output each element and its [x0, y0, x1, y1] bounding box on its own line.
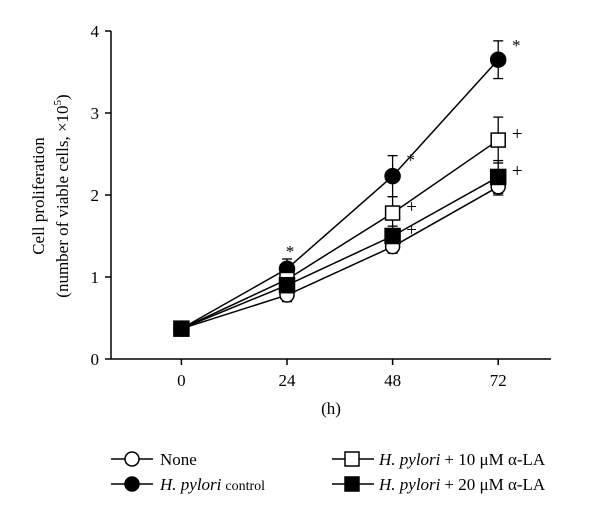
- legend-label-hp-10la: H. pylori + 10 μM α-LA: [378, 450, 546, 469]
- x-tick-label-1: 24: [279, 371, 297, 390]
- legend-label-none: None: [160, 450, 197, 469]
- data-point-hp-control-2: [384, 167, 401, 185]
- legend: None H. pylori control H. pylori + 10 μM α…: [111, 450, 546, 494]
- legend-label-hp-20la-rest: + 20 μM α-LA: [444, 475, 546, 494]
- y-tick-label-2: 2: [91, 186, 100, 205]
- legend-label-hp-20la-italic: H. pylori: [378, 475, 441, 494]
- legend-item-hp-10la: H. pylori + 10 μM α-LA: [332, 450, 546, 469]
- data-point-hp-20la-3: [489, 168, 507, 186]
- y-tick-label-0: 0: [91, 350, 100, 369]
- y-axis-title-line1: Cell proliferation: [29, 137, 48, 255]
- series-line-hp-control: [181, 59, 499, 330]
- axes: 0 1 2 3 4 0 24 48 72: [91, 22, 551, 390]
- annotation-plus-hp-20la-2: +: [406, 220, 417, 241]
- annotation-plus-hp-10la-2: +: [406, 197, 417, 218]
- legend-item-hp-20la: H. pylori + 20 μM α-LA: [332, 475, 546, 494]
- data-point-hp-20la-1: [278, 276, 296, 294]
- legend-item-hp-control: H. pylori control: [111, 475, 265, 494]
- series-line-none: [181, 186, 499, 330]
- data-point-hp-control-3: [489, 51, 507, 68]
- y-tick-label-3: 3: [91, 104, 100, 123]
- legend-label-hp-control: H. pylori control: [159, 475, 265, 494]
- data-point-hp-10la-2: [384, 205, 401, 221]
- x-axis-title: (h): [321, 399, 341, 418]
- significance-annotations: ***++++: [286, 36, 523, 261]
- legend-label-hp-20la: H. pylori + 20 μM α-LA: [378, 475, 546, 494]
- annotation-plus-hp-20la-3: +: [512, 161, 523, 182]
- y-tick-label-1: 1: [91, 268, 100, 287]
- annotation-star-hp-control-1: *: [286, 242, 295, 261]
- y-axis-title-superscript: 5: [52, 99, 64, 105]
- y-axis-title-line2: (number of viable cells, ×105): [52, 94, 72, 297]
- legend-label-hp-10la-rest: + 10 μM α-LA: [444, 450, 546, 469]
- legend-item-none: None: [111, 450, 197, 469]
- y-tick-label-4: 4: [91, 22, 100, 41]
- annotation-star-hp-control-3: *: [512, 36, 521, 55]
- annotation-star-hp-control-2: *: [406, 151, 415, 170]
- data-point-hp-10la-3: [490, 132, 506, 148]
- legend-marker-hp-10la: [344, 451, 360, 467]
- x-tick-label-0: 0: [177, 371, 186, 390]
- x-tick-label-3: 72: [490, 371, 507, 390]
- y-axis-title-close: ): [53, 94, 72, 100]
- legend-label-hp-10la-italic: H. pylori: [378, 450, 441, 469]
- annotation-plus-hp-10la-3: +: [512, 124, 523, 145]
- y-axis-title-line2-text: (number of viable cells, ×10: [53, 105, 72, 297]
- series-line-hp-10la: [181, 139, 499, 330]
- legend-marker-none: [124, 451, 140, 467]
- legend-marker-hp-20la: [344, 476, 360, 492]
- plot-area: [173, 40, 507, 337]
- legend-marker-hp-control: [124, 476, 140, 492]
- legend-label-hp-control-italic: H. pylori: [159, 475, 222, 494]
- data-point-hp-20la-2: [384, 227, 401, 245]
- data-point-hp-20la-0: [173, 320, 190, 337]
- x-tick-label-2: 48: [384, 371, 401, 390]
- legend-label-hp-control-rest: control: [225, 479, 265, 494]
- series-line-hp-20la: [181, 176, 499, 330]
